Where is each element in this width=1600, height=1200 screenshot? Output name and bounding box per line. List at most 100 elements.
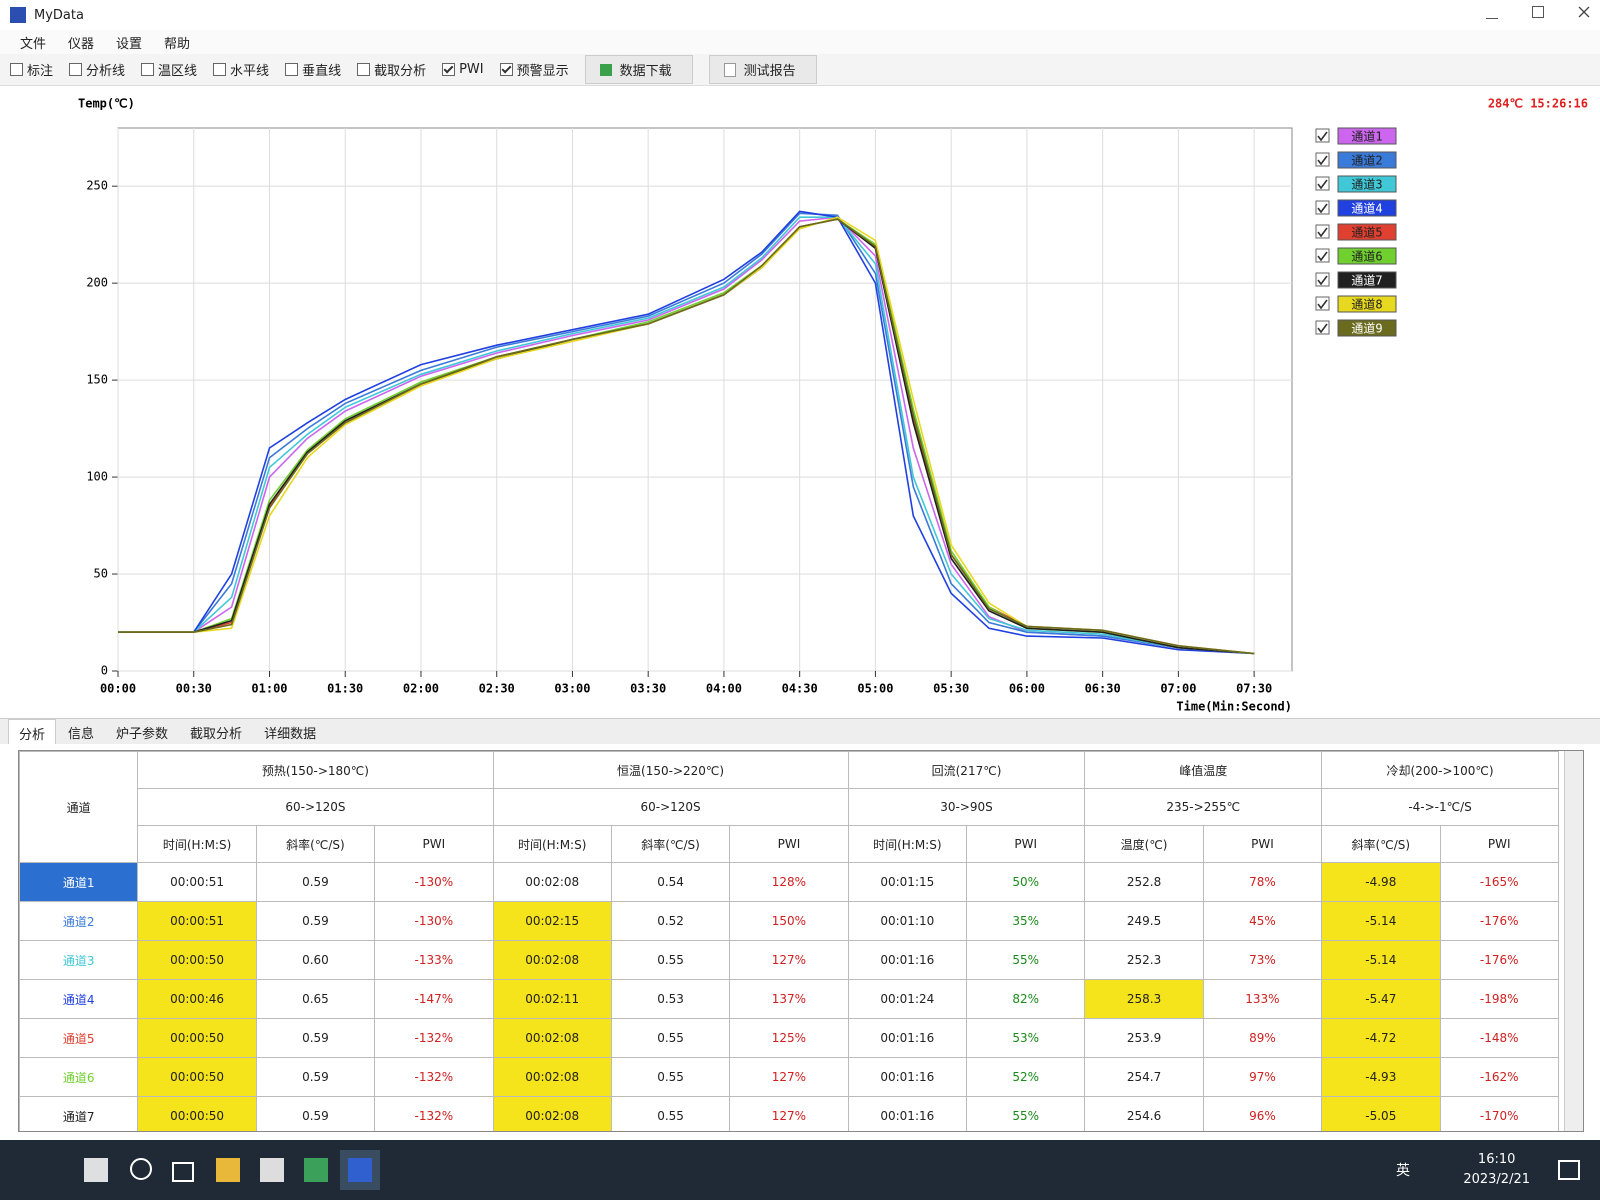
x-tick-label: 04:30: [782, 682, 818, 696]
data-cell: -5.14: [1321, 901, 1441, 941]
column-header: 斜率(℃/S): [255, 825, 376, 863]
y-tick-label: 50: [94, 567, 108, 581]
tab[interactable]: 分析: [8, 719, 57, 744]
checkbox[interactable]: 垂直线: [285, 60, 341, 79]
mydata-taskbar-icon[interactable]: [340, 1150, 380, 1190]
legend-checkbox: [1315, 200, 1330, 215]
legend-swatch: [1337, 295, 1397, 313]
menu-item[interactable]: 仪器: [68, 36, 95, 52]
legend-check: [1317, 251, 1328, 262]
x-tick-label: 07:00: [1160, 682, 1196, 696]
table-row[interactable]: 通道1 00:00:51 0.59 -130% 00:02:08 0.54 128% 00:0…: [19, 862, 1559, 902]
menu-item[interactable]: 帮助: [164, 36, 191, 52]
checkbox-label: 标注: [27, 64, 54, 79]
notification-button[interactable]: [1558, 1160, 1580, 1180]
table-row[interactable]: 通道3 00:00:50 0.60 -133% 00:02:08 0.55 127% 00:0…: [19, 940, 1559, 980]
table-row[interactable]: 通道7 00:00:50 0.59 -132% 00:02:08 0.55 127% 00:0…: [19, 1096, 1559, 1131]
scrollbar[interactable]: [1564, 751, 1583, 1131]
table-row[interactable]: 通道4 00:00:46 0.65 -147% 00:02:11 0.53 137% 00:0…: [19, 979, 1559, 1019]
x-axis-title: Time(Min:Second): [1176, 700, 1292, 714]
column-header: PWI: [965, 825, 1086, 863]
data-cell: 0.59: [255, 1057, 376, 1097]
data-cell: 127%: [729, 1096, 849, 1131]
group-header: 恒温(150->220℃): [492, 751, 849, 789]
legend-checkbox: [1315, 152, 1330, 167]
checkbox[interactable]: 标注: [10, 60, 53, 79]
channel-cell: 通道5: [19, 1018, 139, 1058]
data-cell: 82%: [965, 979, 1086, 1019]
table-row[interactable]: 通道5 00:00:50 0.59 -132% 00:02:08 0.55 125% 00:0…: [19, 1018, 1559, 1058]
checkbox-box: [69, 63, 83, 76]
legend-check: [1317, 299, 1328, 310]
x-tick-label: 06:30: [1085, 682, 1121, 696]
data-cell: 55%: [965, 1096, 1086, 1131]
data-cell: -165%: [1439, 862, 1559, 902]
explorer-icon[interactable]: [216, 1158, 240, 1182]
menu-item[interactable]: 文件: [20, 36, 47, 52]
checkbox[interactable]: 预警显示: [499, 60, 569, 79]
checkbox[interactable]: 截取分析: [357, 60, 426, 79]
temperature-chart: Temp(℃) 284℃ 15:26:16 0 50 100 150 200 250 00:00…: [78, 97, 1588, 714]
checkbox[interactable]: 分析线: [69, 60, 125, 79]
channel-cell: 通道3: [19, 940, 139, 980]
group-header: 回流(217℃): [847, 751, 1086, 789]
x-tick-label: 03:30: [630, 682, 666, 696]
toolbar-button[interactable]: 数据下载: [584, 55, 693, 84]
minimize-button[interactable]: [1486, 6, 1498, 19]
app-icon: [10, 7, 26, 23]
tab[interactable]: 详细数据: [264, 727, 317, 742]
data-cell: 0.59: [255, 1018, 376, 1058]
legend-label: 通道9: [1351, 322, 1382, 336]
checkbox[interactable]: 水平线: [213, 60, 269, 79]
series-line: [118, 216, 1255, 655]
toolbar-button[interactable]: 测试报告: [708, 55, 817, 84]
store-icon[interactable]: [260, 1158, 284, 1182]
x-tick-label: 01:30: [327, 682, 363, 696]
data-cell: 78%: [1202, 862, 1323, 902]
data-cell: -176%: [1439, 940, 1559, 980]
task-view-button[interactable]: [172, 1162, 194, 1182]
channel-cell: 通道2: [19, 901, 139, 941]
table-row[interactable]: 通道6 00:00:50 0.59 -132% 00:02:08 0.55 127% 00:0…: [19, 1057, 1559, 1097]
tab[interactable]: 信息: [68, 727, 95, 742]
close-button[interactable]: [1578, 6, 1590, 18]
checkbox[interactable]: PWI: [442, 62, 484, 77]
legend-checkbox: [1315, 224, 1330, 239]
data-cell: 0.59: [255, 1096, 376, 1131]
data-cell: 97%: [1202, 1057, 1323, 1097]
group-header: 冷却(200->100℃): [1321, 751, 1559, 789]
checkbox-label: 预警显示: [516, 64, 569, 79]
series-line: [118, 212, 1255, 655]
data-cell: 0.60: [255, 940, 376, 980]
table-row[interactable]: 通道2 00:00:51 0.59 -130% 00:02:15 0.52 150% 00:0…: [19, 901, 1559, 941]
data-cell: 00:00:46: [137, 979, 257, 1019]
data-cell: 150%: [729, 901, 849, 941]
data-cell: 00:01:16: [847, 1096, 968, 1131]
analysis-table: 通道 预热(150->180℃) 恒温(150->220℃) 回流(217℃) 峰值温度…: [19, 751, 1559, 1131]
legend-label: 通道2: [1351, 154, 1382, 168]
input-method[interactable]: 英: [1396, 1163, 1410, 1179]
y-axis-title: Temp(℃): [78, 97, 135, 111]
data-cell: 258.3: [1084, 979, 1204, 1019]
app-icon-taskbar[interactable]: [304, 1158, 328, 1182]
data-cell: -5.47: [1321, 979, 1441, 1019]
maximize-button[interactable]: [1532, 6, 1544, 18]
data-cell: 0.55: [610, 1096, 731, 1131]
column-header: 斜率(℃/S): [1321, 825, 1441, 863]
data-cell: -148%: [1439, 1018, 1559, 1058]
checkbox-box: [10, 63, 23, 76]
legend-check: [1317, 323, 1328, 334]
checkbox[interactable]: 温区线: [141, 60, 197, 79]
tab-bar: 分析 信息 炉子参数 截取分析 详细数据: [0, 718, 1600, 744]
data-cell: 128%: [729, 862, 849, 902]
tab[interactable]: 炉子参数: [116, 727, 169, 742]
search-button[interactable]: [130, 1158, 152, 1180]
menu-item[interactable]: 设置: [116, 36, 143, 52]
data-cell: -176%: [1439, 901, 1559, 941]
data-cell: 73%: [1202, 940, 1323, 980]
start-button[interactable]: [84, 1158, 108, 1182]
menu-bar: 文件 仪器 设置 帮助: [0, 30, 1600, 54]
clock[interactable]: 16:10 2023/2/21: [1463, 1150, 1530, 1190]
data-cell: 133%: [1202, 979, 1323, 1019]
tab[interactable]: 截取分析: [190, 727, 243, 742]
